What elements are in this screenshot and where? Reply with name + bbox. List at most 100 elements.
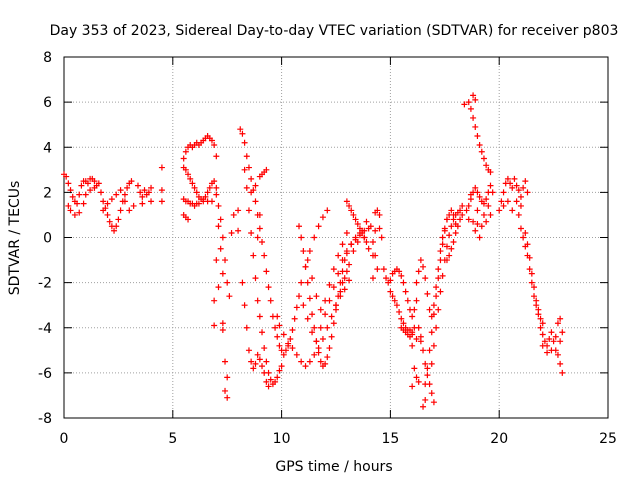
data-point bbox=[80, 200, 87, 207]
data-point bbox=[439, 234, 446, 241]
data-point bbox=[256, 225, 263, 232]
data-point bbox=[117, 207, 124, 214]
data-point bbox=[261, 345, 268, 352]
data-point bbox=[343, 198, 350, 205]
data-point bbox=[76, 191, 83, 198]
data-point bbox=[448, 223, 455, 230]
data-point bbox=[259, 363, 266, 370]
data-point bbox=[263, 358, 270, 365]
data-point bbox=[211, 297, 218, 304]
data-point bbox=[145, 189, 152, 196]
data-point bbox=[306, 295, 313, 302]
data-point bbox=[409, 331, 416, 338]
data-point bbox=[478, 148, 485, 155]
data-point bbox=[289, 327, 296, 334]
data-point bbox=[315, 349, 322, 356]
data-point bbox=[526, 266, 533, 273]
data-point bbox=[433, 293, 440, 300]
data-point bbox=[328, 333, 335, 340]
data-point bbox=[459, 202, 466, 209]
data-point bbox=[248, 358, 255, 365]
data-point bbox=[69, 193, 76, 200]
data-point bbox=[487, 169, 494, 176]
data-point bbox=[437, 248, 444, 255]
data-point bbox=[552, 333, 559, 340]
data-point bbox=[474, 189, 481, 196]
data-point bbox=[411, 306, 418, 313]
data-point bbox=[276, 342, 283, 349]
data-point bbox=[254, 297, 261, 304]
data-point bbox=[400, 320, 407, 327]
data-point bbox=[430, 342, 437, 349]
data-point bbox=[348, 207, 355, 214]
data-point bbox=[211, 322, 218, 329]
data-point bbox=[548, 347, 555, 354]
data-point bbox=[424, 365, 431, 372]
data-point bbox=[339, 279, 346, 286]
data-point bbox=[415, 324, 422, 331]
data-points bbox=[61, 92, 566, 410]
data-point bbox=[235, 207, 242, 214]
data-point bbox=[322, 360, 329, 367]
data-point bbox=[148, 198, 155, 205]
data-point bbox=[559, 329, 566, 336]
data-point bbox=[467, 105, 474, 112]
data-point bbox=[354, 239, 361, 246]
data-point bbox=[285, 340, 292, 347]
data-point bbox=[211, 141, 218, 148]
data-point bbox=[217, 216, 224, 223]
data-point bbox=[376, 211, 383, 218]
data-point bbox=[539, 331, 546, 338]
data-point bbox=[213, 257, 220, 264]
data-point bbox=[448, 207, 455, 214]
data-point bbox=[528, 279, 535, 286]
data-point bbox=[352, 216, 359, 223]
data-point bbox=[215, 284, 222, 291]
data-point bbox=[263, 268, 270, 275]
y-tick-label: 4 bbox=[43, 140, 52, 156]
data-point bbox=[335, 270, 342, 277]
data-point bbox=[539, 320, 546, 327]
data-point bbox=[274, 313, 281, 320]
data-point bbox=[272, 378, 279, 385]
data-point bbox=[265, 284, 272, 291]
data-point bbox=[204, 189, 211, 196]
data-point bbox=[470, 218, 477, 225]
data-point bbox=[137, 189, 144, 196]
data-point bbox=[369, 239, 376, 246]
data-point bbox=[535, 306, 542, 313]
data-point bbox=[306, 358, 313, 365]
data-point bbox=[274, 374, 281, 381]
data-point bbox=[298, 234, 305, 241]
data-point bbox=[430, 399, 437, 406]
data-point bbox=[243, 153, 250, 160]
x-tick-label: 15 bbox=[381, 431, 399, 447]
data-point bbox=[352, 234, 359, 241]
data-point bbox=[65, 180, 72, 187]
data-point bbox=[544, 349, 551, 356]
y-axis-label: SDTVAR / TECUs bbox=[7, 181, 23, 296]
data-point bbox=[417, 257, 424, 264]
data-point bbox=[430, 302, 437, 309]
data-point bbox=[472, 184, 479, 191]
data-point bbox=[108, 196, 115, 203]
data-point bbox=[400, 279, 407, 286]
data-point bbox=[248, 229, 255, 236]
data-point bbox=[411, 365, 418, 372]
data-point bbox=[548, 329, 555, 336]
data-point bbox=[485, 202, 492, 209]
data-point bbox=[515, 211, 522, 218]
data-point bbox=[330, 320, 337, 327]
data-point bbox=[237, 126, 244, 133]
data-point bbox=[389, 293, 396, 300]
y-tick-label: 2 bbox=[43, 185, 52, 201]
data-point bbox=[252, 360, 259, 367]
data-point bbox=[396, 268, 403, 275]
data-point bbox=[211, 178, 218, 185]
x-tick-label: 0 bbox=[60, 431, 69, 447]
data-point bbox=[265, 383, 272, 390]
data-point bbox=[267, 376, 274, 383]
data-point bbox=[480, 200, 487, 207]
data-point bbox=[396, 308, 403, 315]
data-point bbox=[224, 279, 231, 286]
